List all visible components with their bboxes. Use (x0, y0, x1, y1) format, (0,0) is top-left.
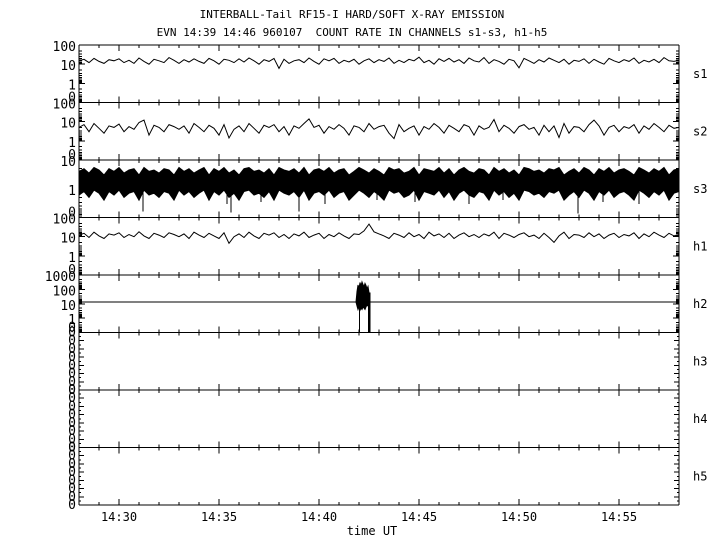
series-s3-band (78, 166, 680, 202)
ytick-label: 0 (68, 358, 76, 373)
ytick-label: 0 (68, 399, 76, 414)
ytick-label: 0 (68, 449, 76, 464)
channel-label: s3 (693, 182, 707, 196)
ytick-label: 1 (68, 184, 76, 199)
ytick-label: 100 (53, 284, 76, 299)
ytick-label: 0 (68, 91, 76, 106)
ytick-label: 0 (68, 326, 76, 341)
ytick-label: 10 (60, 232, 76, 247)
ytick-label: 10 (60, 155, 76, 170)
xtick-label: 14:55 (601, 510, 637, 524)
channel-label: h5 (693, 469, 707, 483)
ytick-label: 0 (68, 441, 76, 456)
ytick-label: 10 (60, 59, 76, 74)
xtick-label: 14:45 (401, 510, 437, 524)
channel-label: h3 (693, 354, 707, 368)
ytick-label: 0 (68, 441, 76, 456)
ytick-label: 0 (68, 206, 76, 221)
xtick-label: 14:50 (501, 510, 537, 524)
ytick-label: 100 (53, 213, 76, 228)
x-axis-label: time UT (346, 524, 398, 538)
ytick-label: 0 (68, 416, 76, 431)
ytick-label: 10 (60, 299, 76, 314)
ytick-label: 0 (68, 432, 76, 447)
ytick-label: 0 (68, 498, 76, 513)
xtick-label: 14:35 (201, 510, 237, 524)
ytick-label: 10 (60, 117, 76, 132)
channel-label: s2 (693, 124, 707, 138)
series-s1 (78, 56, 680, 70)
panel-s2: 100 10 10 s2 (53, 98, 708, 164)
ytick-label: 1 (68, 313, 76, 328)
ytick-label: 0 (68, 148, 76, 163)
ytick-label: 0 (68, 342, 76, 357)
ytick-label: 0 (68, 350, 76, 365)
ytick-label: 0 (68, 482, 76, 497)
ytick-label: 0 (68, 367, 76, 382)
ytick-label: 1 (68, 251, 76, 266)
ytick-label: 0 (68, 457, 76, 472)
ytick-label: 1 (68, 136, 76, 151)
ytick-label: 0 (68, 263, 76, 278)
ytick-label: 100 (53, 40, 76, 55)
ytick-label: 0 (68, 383, 76, 398)
series-s2 (78, 118, 680, 140)
ytick-label: 0 (68, 334, 76, 349)
ytick-label: 0 (68, 383, 76, 398)
ytick-label: 0 (68, 465, 76, 480)
panel-s1: 100 10 10 s1 (53, 40, 708, 106)
ytick-label: 0 (68, 490, 76, 505)
channel-label: h2 (693, 297, 707, 311)
ytick-label: 0 (68, 473, 76, 488)
ytick-label: 0 (68, 391, 76, 406)
ytick-label: 1000 (45, 270, 76, 285)
ytick-label: 1 (68, 78, 76, 93)
chart-title: INTERBALL-Tail RF15-I HARD/SOFT X-RAY EM… (199, 8, 505, 21)
ytick-label: 100 (53, 98, 76, 113)
channel-label: h4 (693, 412, 707, 426)
panel-h1: 100 10 10 h1 (53, 213, 708, 279)
xtick-label: 14:40 (301, 510, 337, 524)
channel-label: s1 (693, 67, 707, 81)
ytick-label: 0 (68, 424, 76, 439)
ytick-label: 0 (68, 321, 76, 336)
series-h1 (78, 223, 680, 245)
ytick-label: 0 (68, 408, 76, 423)
ytick-label: 0 (68, 375, 76, 390)
chart-subtitle: EVN 14:39 14:46 960107 COUNT RATE IN CHA… (156, 26, 548, 39)
x-axis-tick-labels: 14:30 14:35 14:40 14:45 14:50 14:55 (101, 510, 637, 524)
channel-label: h1 (693, 239, 707, 253)
xtick-label: 14:30 (101, 510, 137, 524)
